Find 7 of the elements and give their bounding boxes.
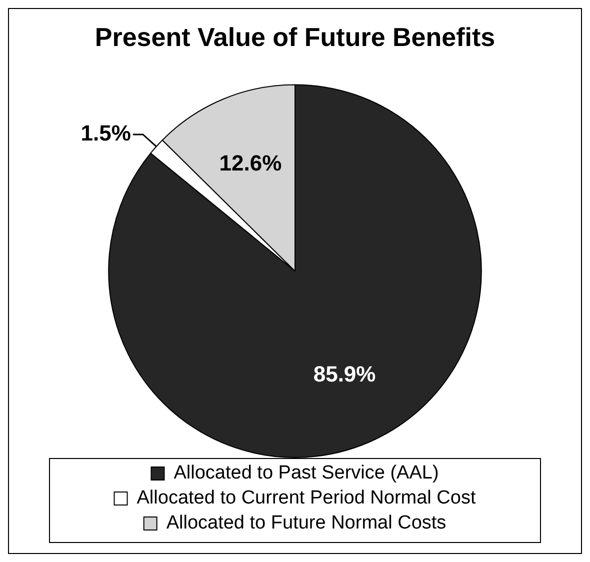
chart-title: Present Value of Future Benefits (94, 22, 496, 52)
legend-label: Allocated to Current Period Normal Cost (136, 488, 476, 509)
data-label: 12.6% (219, 150, 282, 176)
legend-label: Allocated to Future Normal Costs (166, 512, 446, 534)
data-label: 1.5% (80, 120, 131, 146)
data-label: 85.9% (313, 362, 376, 387)
legend-label: Allocated to Past Service (AAL) (174, 462, 439, 484)
